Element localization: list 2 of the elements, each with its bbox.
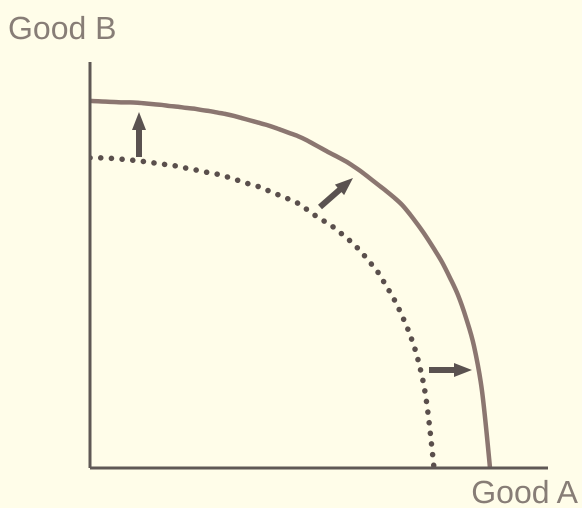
y-axis-title: Good B (8, 10, 117, 46)
x-axis-title: Good A (471, 474, 578, 508)
